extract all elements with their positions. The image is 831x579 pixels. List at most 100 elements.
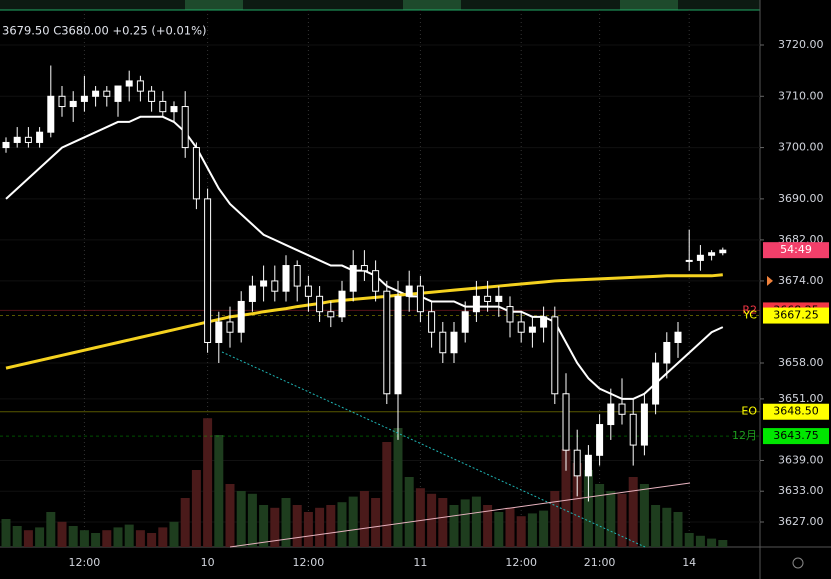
- candle-body: [551, 316, 559, 395]
- candle-body: [248, 285, 256, 302]
- y-tick-label: 3710.00: [778, 89, 824, 102]
- volume-bar: [180, 498, 190, 547]
- candle-body: [719, 249, 727, 254]
- volume-bar: [628, 477, 638, 547]
- volume-bar: [393, 428, 403, 547]
- candle-body: [383, 290, 391, 395]
- candle-body: [327, 311, 335, 318]
- candle-body: [372, 270, 380, 292]
- candle-body: [204, 198, 212, 343]
- volume-bar: [427, 493, 437, 547]
- y-tick-label: 3700.00: [778, 141, 824, 154]
- volume-bar: [259, 505, 269, 547]
- candle-body: [260, 280, 268, 287]
- y-tick-label: 3720.00: [778, 38, 824, 51]
- candle-body: [472, 295, 480, 313]
- volume-bar: [404, 477, 414, 547]
- volume-bar: [68, 526, 78, 547]
- volume-bar: [12, 526, 22, 547]
- volume-bar: [158, 527, 168, 547]
- volume-bar: [337, 502, 347, 547]
- candle-body: [215, 321, 223, 343]
- volume-bar: [359, 491, 369, 547]
- volume-bar: [382, 442, 392, 547]
- candle-body: [13, 136, 21, 143]
- candle-body: [170, 106, 178, 113]
- volume-bar: [561, 449, 571, 547]
- volume-bar: [124, 524, 134, 547]
- volume-bar: [236, 491, 246, 547]
- x-tick-label: 11: [413, 556, 427, 569]
- candle-body: [640, 403, 648, 446]
- candle-body: [181, 106, 189, 149]
- candle-body: [316, 295, 324, 313]
- candle-body: [696, 254, 704, 261]
- y-tick-label: 3627.00: [778, 515, 824, 528]
- candle-body: [573, 449, 581, 477]
- volume-bar: [617, 493, 627, 547]
- volume-bar: [270, 507, 280, 547]
- candle-body: [562, 393, 570, 451]
- candle-body: [2, 141, 10, 149]
- volume-bar: [57, 521, 67, 547]
- volume-bar: [684, 533, 694, 547]
- candle-body: [92, 90, 100, 97]
- volume-bar: [494, 512, 504, 547]
- x-tick-label: 21:00: [584, 556, 616, 569]
- volume-bar: [572, 463, 582, 547]
- x-tick-label: 14: [682, 556, 696, 569]
- volume-bar: [471, 496, 481, 547]
- candle-body: [428, 311, 436, 333]
- price-tag-name: R2: [742, 303, 757, 316]
- volume-bar: [695, 535, 705, 547]
- settings-icon[interactable]: [792, 557, 804, 569]
- candle-body: [136, 80, 144, 92]
- countdown-label: 54:49: [780, 243, 812, 256]
- y-tick-label: 3658.00: [778, 356, 824, 369]
- volume-bar: [91, 533, 101, 547]
- volume-bar: [326, 505, 336, 547]
- candle-body: [495, 295, 503, 302]
- candle-body: [226, 321, 234, 333]
- y-tick-label: 3633.00: [778, 484, 824, 497]
- volume-bar: [673, 512, 683, 547]
- volume-bar: [135, 530, 145, 547]
- candle-body: [618, 403, 626, 415]
- volume-bar: [348, 496, 358, 547]
- volume-bar: [460, 499, 470, 547]
- candle-body: [439, 331, 447, 354]
- candle-body: [528, 326, 536, 333]
- volume-bar: [203, 418, 213, 547]
- candle-body: [293, 265, 301, 287]
- volume-bar: [191, 470, 201, 547]
- volume-bar: [169, 521, 179, 547]
- candle-body: [47, 95, 55, 133]
- y-tick-label: 3690.00: [778, 192, 824, 205]
- y-tick-label: 3674.00: [778, 274, 824, 287]
- strip-block: [620, 0, 678, 10]
- candle-body: [58, 95, 66, 108]
- candle-body: [349, 265, 357, 292]
- volume-bar: [35, 527, 45, 547]
- trend-line: [221, 351, 646, 548]
- trend-line: [229, 482, 691, 548]
- volume-bar: [415, 488, 425, 547]
- volume-bar: [539, 510, 549, 547]
- candle-body: [685, 259, 693, 262]
- volume-bar: [46, 512, 56, 547]
- candle-body: [103, 90, 111, 97]
- volume-bar: [527, 513, 537, 547]
- countdown-tag: [763, 242, 829, 259]
- top-strip: [0, 0, 760, 10]
- candle-body: [114, 85, 122, 102]
- candle-body: [125, 80, 133, 87]
- candle-body: [484, 295, 492, 302]
- volume-bar: [23, 530, 33, 547]
- volume-bar: [315, 507, 325, 547]
- x-tick-label: 12:00: [69, 556, 101, 569]
- y-tick-label: 3639.00: [778, 453, 824, 466]
- candle-body: [192, 147, 200, 200]
- candle-body: [629, 413, 637, 446]
- volume-bar: [595, 484, 605, 547]
